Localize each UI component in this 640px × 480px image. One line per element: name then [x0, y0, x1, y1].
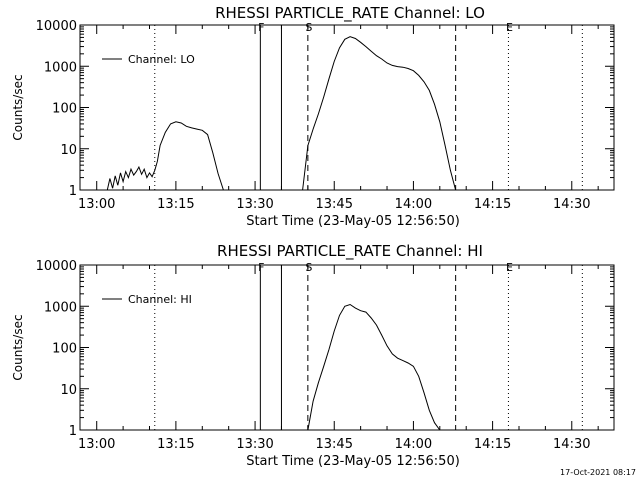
chart-panel-lo: RHESSI PARTICLE_RATE Channel: LO Counts/s… [11, 4, 615, 229]
y-axis-label: Counts/sec [11, 314, 25, 380]
x-tick-label: 14:15 [474, 197, 511, 212]
generation-timestamp: 17-Oct-2021 08:17 [560, 468, 636, 477]
chart-title: RHESSI PARTICLE_RATE Channel: LO [215, 4, 485, 23]
chart-title: RHESSI PARTICLE_RATE Channel: HI [217, 242, 483, 261]
x-tick-label: 13:15 [157, 197, 194, 212]
x-tick-label: 13:00 [78, 197, 115, 212]
plot-frame [79, 264, 615, 431]
x-tick-label: 14:00 [395, 197, 432, 212]
y-tick-label: 10000 [36, 259, 77, 274]
chart-panel-hi: RHESSI PARTICLE_RATE Channel: HI Counts/s… [11, 242, 615, 469]
y-tick-label: 1 [69, 184, 77, 199]
x-tick-label: 14:15 [474, 437, 511, 452]
y-tick-label: 10 [60, 383, 77, 398]
x-tick-label: 14:30 [553, 437, 590, 452]
event-marker-label: F [258, 261, 264, 274]
y-tick-label: 10 [60, 143, 77, 158]
x-axis-label: Start Time (23-May-05 12:56:50) [246, 214, 460, 229]
y-axis-label: Counts/sec [11, 74, 25, 140]
y-tick-label: 100 [52, 102, 77, 117]
y-tick-label: 1000 [44, 300, 77, 315]
event-marker-label: F [258, 21, 264, 34]
series-line [106, 121, 224, 191]
x-tick-label: 13:30 [236, 437, 273, 452]
series-line [302, 36, 457, 191]
series-line [307, 303, 441, 431]
event-marker-label: E [506, 21, 513, 34]
legend-label: Channel: HI [128, 293, 192, 306]
x-tick-label: 13:15 [157, 437, 194, 452]
x-tick-label: 13:45 [316, 437, 353, 452]
x-axis-label: Start Time (23-May-05 12:56:50) [246, 454, 460, 469]
legend-label: Channel: LO [128, 53, 195, 66]
plot-frame [79, 24, 615, 191]
event-marker-label: S [305, 21, 312, 34]
y-tick-label: 10000 [36, 19, 77, 34]
event-marker-label: S [305, 261, 312, 274]
y-tick-label: 1 [69, 424, 77, 439]
x-tick-label: 14:00 [395, 437, 432, 452]
x-tick-label: 14:30 [553, 197, 590, 212]
x-tick-label: 13:00 [78, 437, 115, 452]
y-tick-label: 100 [52, 342, 77, 357]
event-marker-label: E [506, 261, 513, 274]
y-tick-label: 1000 [44, 60, 77, 75]
x-tick-label: 13:30 [236, 197, 273, 212]
x-tick-label: 13:45 [316, 197, 353, 212]
